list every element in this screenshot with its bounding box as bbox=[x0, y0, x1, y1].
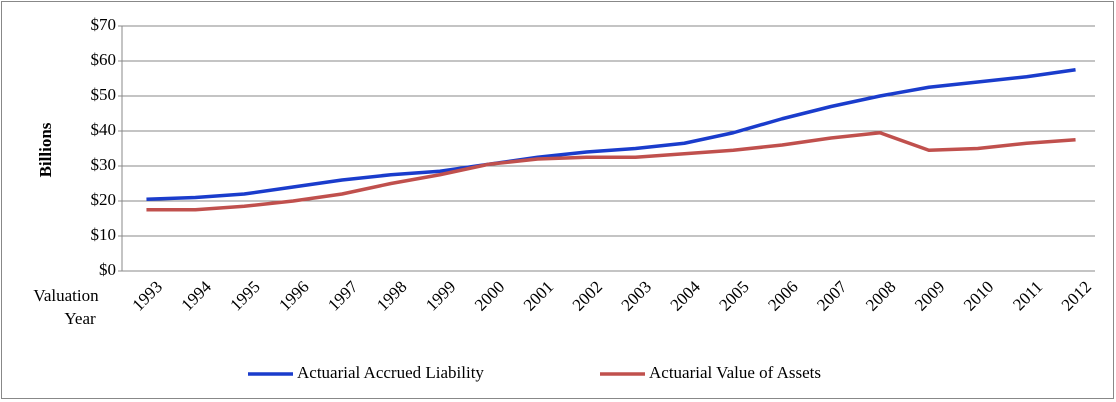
series-line bbox=[146, 131, 1076, 212]
legend-label: Actuarial Value of Assets bbox=[649, 363, 821, 382]
x-axis-label: Valuation bbox=[33, 286, 99, 305]
y-tick-label: $60 bbox=[91, 50, 117, 69]
y-tick-label: $50 bbox=[91, 85, 117, 104]
legend-label: Actuarial Accrued Liability bbox=[297, 363, 484, 382]
y-tick-label: $70 bbox=[91, 15, 117, 34]
y-axis-label: Billions bbox=[36, 122, 55, 177]
y-tick-label: $30 bbox=[91, 155, 117, 174]
series-line bbox=[146, 68, 1076, 201]
y-tick-label: $10 bbox=[91, 225, 117, 244]
y-tick-label: $40 bbox=[91, 120, 117, 139]
x-axis-label: Year bbox=[64, 309, 96, 328]
y-tick-label: $0 bbox=[99, 260, 116, 279]
y-tick-label: $20 bbox=[91, 190, 117, 209]
